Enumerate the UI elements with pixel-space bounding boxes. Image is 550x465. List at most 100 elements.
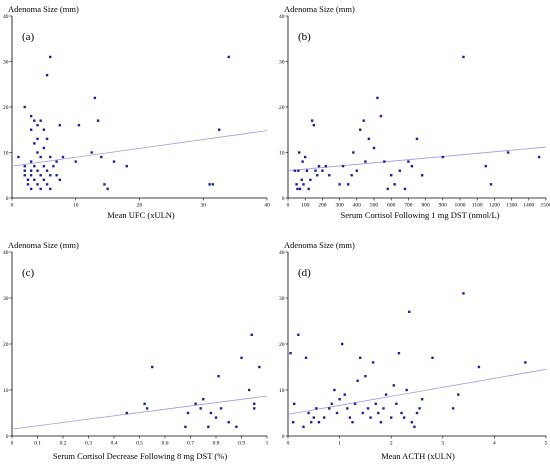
data-point — [219, 407, 223, 410]
data-point — [322, 416, 326, 419]
data-point — [347, 183, 350, 186]
data-point — [26, 183, 30, 186]
data-point — [291, 421, 295, 424]
panel-d: Adenoma Size (mm) (d) Mean ACTH (xULN) 0… — [279, 240, 548, 461]
data-point — [58, 178, 62, 181]
ylabel: Adenoma Size (mm) — [284, 240, 355, 250]
data-point — [36, 169, 39, 172]
data-point — [103, 183, 106, 186]
data-point — [36, 124, 39, 127]
data-point — [305, 169, 309, 172]
data-point — [397, 352, 401, 355]
y-tick-label: 0 — [282, 196, 285, 202]
data-point — [125, 164, 128, 168]
data-point — [45, 73, 49, 77]
data-point — [372, 146, 376, 150]
data-point — [42, 128, 46, 131]
data-point — [351, 421, 354, 424]
x-tick-label: 0.4 — [111, 441, 118, 447]
data-point — [462, 55, 465, 59]
data-point — [352, 151, 355, 154]
x-tick-label: 0.3 — [85, 441, 92, 447]
data-point — [400, 411, 403, 415]
data-point — [304, 155, 307, 159]
x-tick-label: 0 — [287, 203, 290, 209]
data-point — [364, 375, 367, 378]
x-tick-label: 1 — [338, 441, 341, 447]
data-point — [362, 119, 365, 122]
panel-label: (d) — [298, 267, 311, 279]
data-point — [361, 411, 365, 415]
data-point — [292, 402, 296, 405]
data-point — [145, 407, 149, 410]
data-point — [410, 421, 414, 424]
data-point — [384, 393, 388, 396]
data-point — [367, 137, 371, 141]
y-tick-label: 30 — [279, 296, 285, 302]
data-point — [77, 124, 81, 127]
y-tick-label: 20 — [3, 342, 9, 348]
data-point — [106, 187, 109, 191]
xlabel: Mean ACTH (xULN) — [381, 451, 455, 461]
data-point — [293, 169, 297, 172]
x-tick-label: 4 — [493, 441, 496, 447]
x-tick-label: 10 — [73, 203, 79, 209]
data-point — [214, 416, 218, 419]
data-point — [413, 425, 416, 428]
data-point — [431, 356, 434, 359]
ylabel: Adenoma Size (mm) — [8, 4, 79, 14]
x-tick-label: 800 — [421, 203, 430, 209]
data-point — [45, 137, 49, 141]
data-point — [312, 416, 315, 419]
data-point — [74, 160, 77, 163]
data-point — [390, 174, 393, 177]
x-tick-label: 0.1 — [34, 441, 41, 447]
data-point — [379, 421, 383, 424]
data-point — [402, 416, 406, 419]
xlabel: Mean UFC (xULN) — [107, 210, 175, 220]
data-point — [307, 411, 310, 415]
data-point — [310, 421, 313, 424]
data-point — [301, 160, 304, 163]
data-point — [330, 402, 334, 405]
data-point — [289, 352, 292, 355]
x-tick-label: 1100 — [472, 203, 483, 209]
y-tick-label: 40 — [279, 250, 285, 256]
data-point — [356, 379, 359, 382]
data-point — [297, 169, 300, 172]
data-point — [227, 421, 230, 424]
data-point — [374, 402, 377, 405]
y-tick-label: 30 — [279, 60, 285, 66]
ylabel: Adenoma Size (mm) — [284, 4, 355, 14]
x-tick-label: 20 — [137, 203, 143, 209]
y-tick-label: 20 — [279, 105, 285, 111]
data-point — [29, 187, 33, 191]
data-point — [386, 187, 389, 191]
data-point — [350, 174, 353, 177]
data-point — [227, 55, 230, 59]
data-point — [415, 411, 419, 415]
x-tick-label: 5 — [545, 441, 548, 447]
x-tick-label: 0.8 — [213, 441, 220, 447]
x-tick-label: 900 — [439, 203, 448, 209]
data-point — [302, 425, 305, 428]
x-tick-label: 1400 — [523, 203, 534, 209]
data-point — [184, 425, 187, 428]
data-point — [39, 155, 42, 159]
data-point — [312, 124, 315, 127]
data-point — [353, 402, 357, 405]
x-tick-label: 40 — [264, 203, 270, 209]
data-point — [297, 333, 300, 336]
data-point — [36, 151, 39, 154]
data-point — [42, 178, 46, 181]
data-point — [314, 169, 317, 172]
data-point — [45, 183, 49, 186]
data-point — [316, 174, 319, 177]
data-point — [96, 119, 100, 122]
data-point — [49, 155, 52, 159]
y-tick-label: 10 — [3, 151, 9, 157]
data-point — [307, 187, 310, 191]
data-point — [217, 128, 221, 131]
